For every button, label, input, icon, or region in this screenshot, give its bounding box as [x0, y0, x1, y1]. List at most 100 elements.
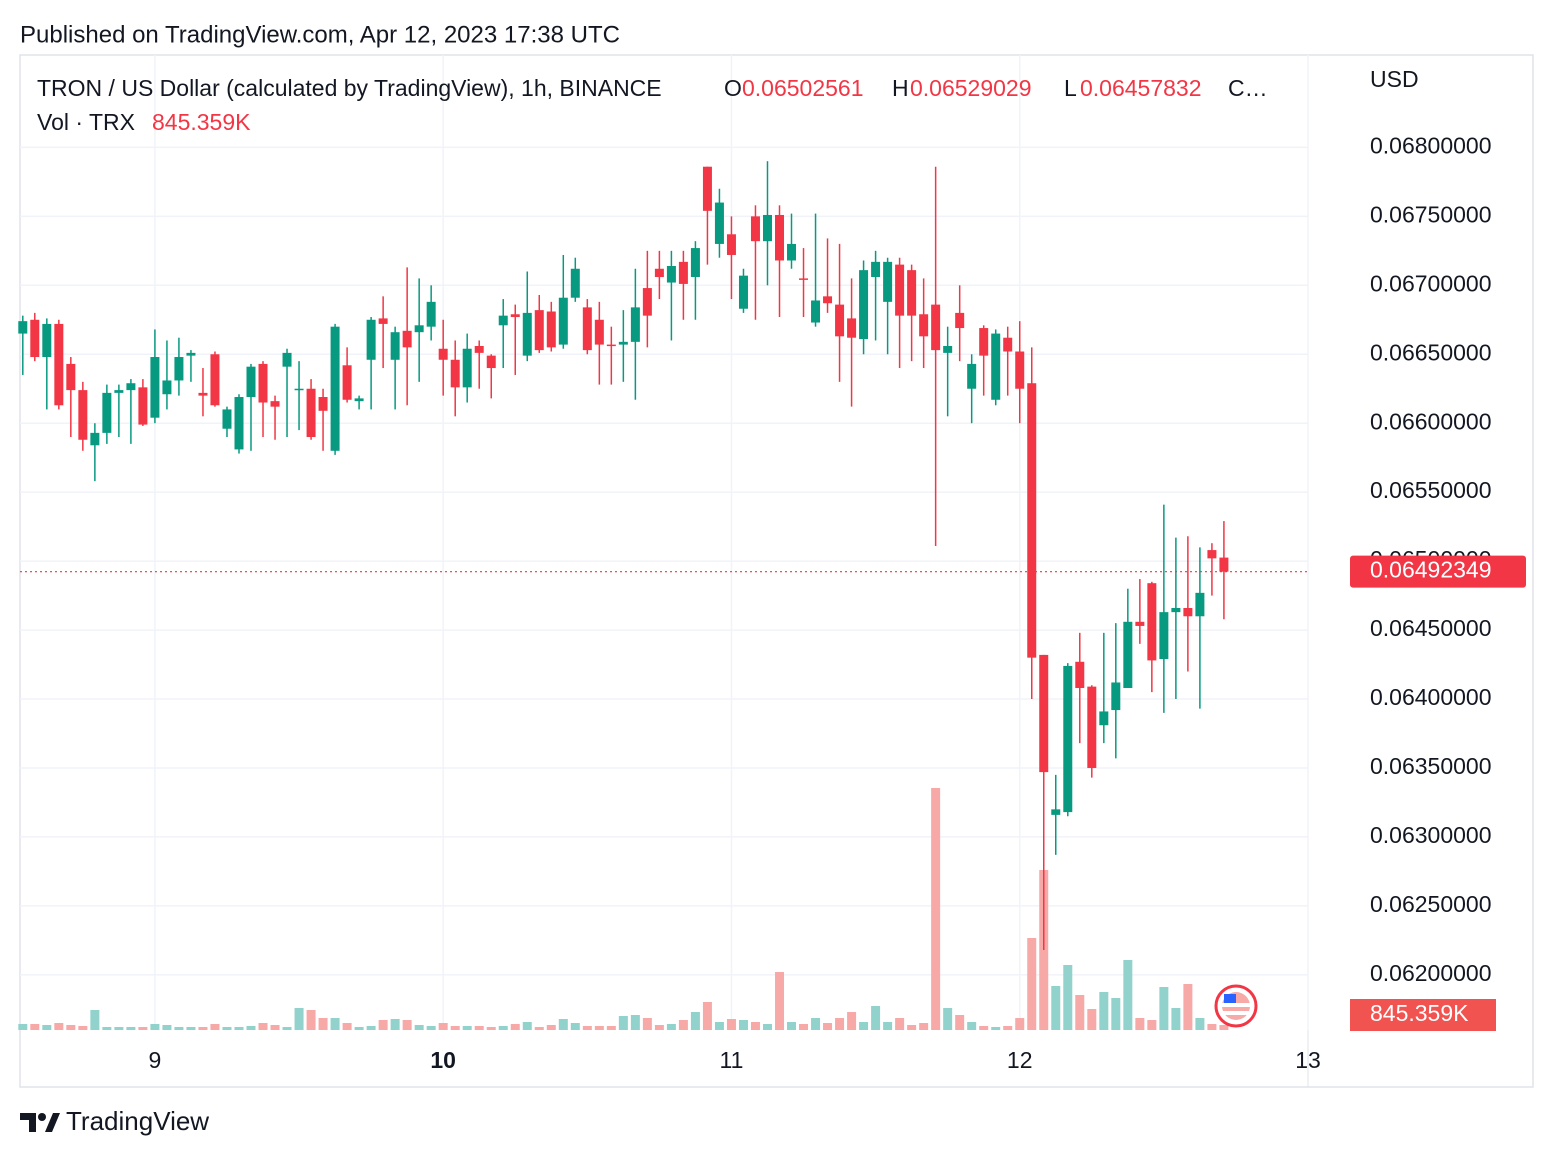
candle-body	[438, 348, 448, 360]
last-volume-label: 845.359K	[1370, 1000, 1469, 1026]
volume-bar	[823, 1023, 833, 1030]
volume-bar	[354, 1027, 364, 1030]
candle-body	[258, 363, 268, 403]
volume-bar	[787, 1022, 797, 1030]
volume-bar	[210, 1024, 220, 1030]
volume-bar	[66, 1025, 76, 1030]
volume-bar	[138, 1027, 148, 1030]
candle-body	[102, 392, 112, 433]
volume-bar	[18, 1024, 28, 1030]
volume-bar	[835, 1018, 845, 1030]
candle-body	[1135, 621, 1145, 626]
volume-bar	[342, 1023, 352, 1030]
y-tick-label: 0.06650000	[1370, 339, 1492, 365]
ohlc-letter: H	[892, 75, 909, 101]
x-tick-label: 11	[720, 1047, 744, 1073]
candle-body	[114, 390, 124, 393]
volume-bar	[931, 788, 941, 1030]
candle-body	[979, 328, 989, 356]
candle-body	[1123, 621, 1133, 688]
candle-body	[967, 363, 977, 389]
candle-body	[618, 341, 628, 345]
candle-body	[1063, 665, 1073, 813]
candle-body	[895, 264, 905, 316]
candle-body	[1075, 661, 1085, 688]
candle-body	[931, 304, 941, 351]
volume-bar	[534, 1027, 544, 1030]
volume-bar	[234, 1027, 244, 1030]
candle-body	[78, 390, 88, 440]
volume-bar	[162, 1025, 172, 1030]
volume-bar	[570, 1023, 580, 1030]
volume-bar	[979, 1026, 989, 1030]
chart-title: TRON / US Dollar (calculated by TradingV…	[37, 75, 662, 101]
ohlc-high: 0.06529029	[910, 75, 1032, 101]
candle-body	[762, 214, 772, 242]
volume-bar	[943, 1008, 953, 1030]
volume-bar	[907, 1025, 917, 1030]
volume-bar	[991, 1027, 1001, 1030]
ohlc-letter: O	[724, 75, 742, 101]
brand-logo	[20, 1113, 60, 1132]
volume-bar	[102, 1027, 112, 1030]
volume-bar	[186, 1027, 196, 1030]
volume-bar	[1135, 1018, 1145, 1030]
x-tick-label: 12	[1007, 1047, 1033, 1073]
candle-body	[198, 392, 208, 396]
candle-body	[775, 214, 785, 261]
price-pane	[18, 161, 1308, 951]
y-tick-label: 0.06350000	[1370, 753, 1492, 779]
ohlc-low: 0.06457832	[1080, 75, 1202, 101]
y-tick-label: 0.06200000	[1370, 960, 1492, 986]
candle-body	[222, 409, 232, 429]
candle-body	[426, 301, 436, 327]
volume-bar	[414, 1025, 424, 1030]
candle-body	[883, 261, 893, 302]
volume-bar	[630, 1015, 640, 1030]
candle-body	[642, 288, 652, 316]
volume-bar	[750, 1022, 760, 1030]
candle-body	[498, 315, 508, 326]
volume-bar	[738, 1020, 748, 1030]
y-tick-label: 0.06250000	[1370, 891, 1492, 917]
volume-bar	[1099, 992, 1109, 1030]
flag-icon	[1214, 984, 1258, 1028]
candle-body	[390, 332, 400, 360]
y-axis-label: USD	[1370, 66, 1419, 92]
candle-body	[354, 398, 364, 402]
candle-body	[546, 311, 556, 348]
candle-body	[330, 326, 340, 451]
candle-body	[174, 357, 184, 381]
volume-bar	[222, 1027, 232, 1030]
candle-body	[823, 296, 833, 304]
candle-body	[126, 383, 136, 391]
candle-body	[474, 345, 484, 353]
candle-body	[138, 387, 148, 425]
volume-bar	[474, 1026, 484, 1030]
volume-bar	[1075, 995, 1085, 1030]
candle-body	[378, 318, 388, 324]
candle-body	[570, 268, 580, 298]
candle-body	[294, 388, 304, 391]
candle-body	[1003, 337, 1013, 352]
volume-bar	[1147, 1020, 1157, 1030]
volume-bar	[90, 1010, 100, 1030]
volume-bar	[318, 1018, 328, 1030]
volume-bar	[330, 1018, 340, 1030]
y-tick-label: 0.06300000	[1370, 822, 1492, 848]
volume-bar	[775, 972, 785, 1030]
volume-bar	[955, 1015, 965, 1030]
candle-body	[150, 357, 160, 418]
volume-bar	[642, 1018, 652, 1030]
candle-body	[366, 319, 376, 360]
candle-body	[1051, 809, 1061, 815]
volume-bar	[258, 1023, 268, 1030]
candle-body	[630, 307, 640, 342]
candle-body	[1183, 608, 1193, 617]
volume-bar	[618, 1016, 628, 1030]
candle-body	[18, 321, 28, 334]
volume-bar	[282, 1027, 292, 1030]
candle-body	[678, 261, 688, 284]
volume-bar	[390, 1019, 400, 1030]
candle-body	[907, 270, 917, 316]
